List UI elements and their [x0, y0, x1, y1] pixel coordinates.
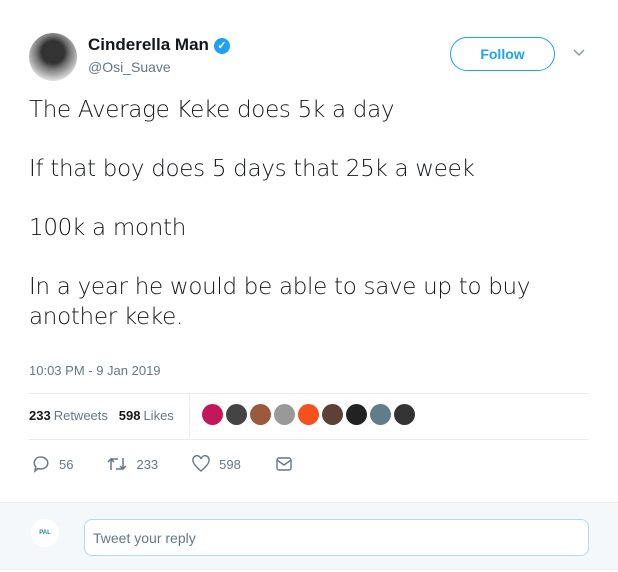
likes-stat[interactable]: 598 Likes: [118, 408, 174, 423]
current-user-avatar[interactable]: PAL: [31, 519, 59, 547]
tweet-line: If that boy does 5 days that 25k a week: [29, 156, 475, 182]
retweet-button[interactable]: 233: [107, 455, 158, 473]
tweet-line: 100k a month: [29, 215, 186, 241]
divider: [29, 393, 589, 394]
liker-avatar[interactable]: [274, 404, 295, 425]
follow-button[interactable]: Follow: [450, 37, 555, 71]
liker-avatar[interactable]: [226, 404, 247, 425]
tweet-actions: 56 233 598: [32, 455, 327, 473]
timestamp[interactable]: 10:03 PM - 9 Jan 2019: [29, 363, 161, 378]
divider: [189, 394, 190, 438]
reply-icon: [33, 456, 49, 473]
tweet-line: In a year he would be able to save up to…: [29, 274, 531, 330]
like-button[interactable]: 598: [192, 455, 241, 473]
liker-avatars: [202, 404, 415, 425]
tweet-text: The Average Keke does 5k a day If that b…: [29, 95, 589, 361]
author-avatar[interactable]: [29, 33, 77, 81]
verified-badge-icon: ✓: [213, 38, 230, 54]
liker-avatar[interactable]: [250, 404, 271, 425]
tweet-line: The Average Keke does 5k a day: [29, 97, 395, 123]
tweet-stats: 233 Retweets 598 Likes: [29, 408, 174, 423]
envelope-icon: [276, 457, 292, 471]
divider: [29, 439, 589, 440]
reply-button[interactable]: 56: [32, 455, 73, 473]
reply-input[interactable]: [84, 519, 589, 556]
author-handle[interactable]: @Osi_Suave: [88, 59, 171, 75]
heart-icon: [192, 455, 210, 472]
liker-avatar[interactable]: [202, 404, 223, 425]
author-name[interactable]: Cinderella Man ✓: [88, 35, 230, 55]
retweet-icon: [107, 457, 127, 471]
liker-avatar[interactable]: [394, 404, 415, 425]
retweets-stat[interactable]: 233 Retweets: [29, 408, 108, 423]
liker-avatar[interactable]: [370, 404, 391, 425]
liker-avatar[interactable]: [322, 404, 343, 425]
reply-composer: PAL: [0, 502, 618, 570]
chevron-down-icon[interactable]: [572, 45, 586, 59]
liker-avatar[interactable]: [346, 404, 367, 425]
direct-message-button[interactable]: [275, 455, 293, 473]
liker-avatar[interactable]: [298, 404, 319, 425]
